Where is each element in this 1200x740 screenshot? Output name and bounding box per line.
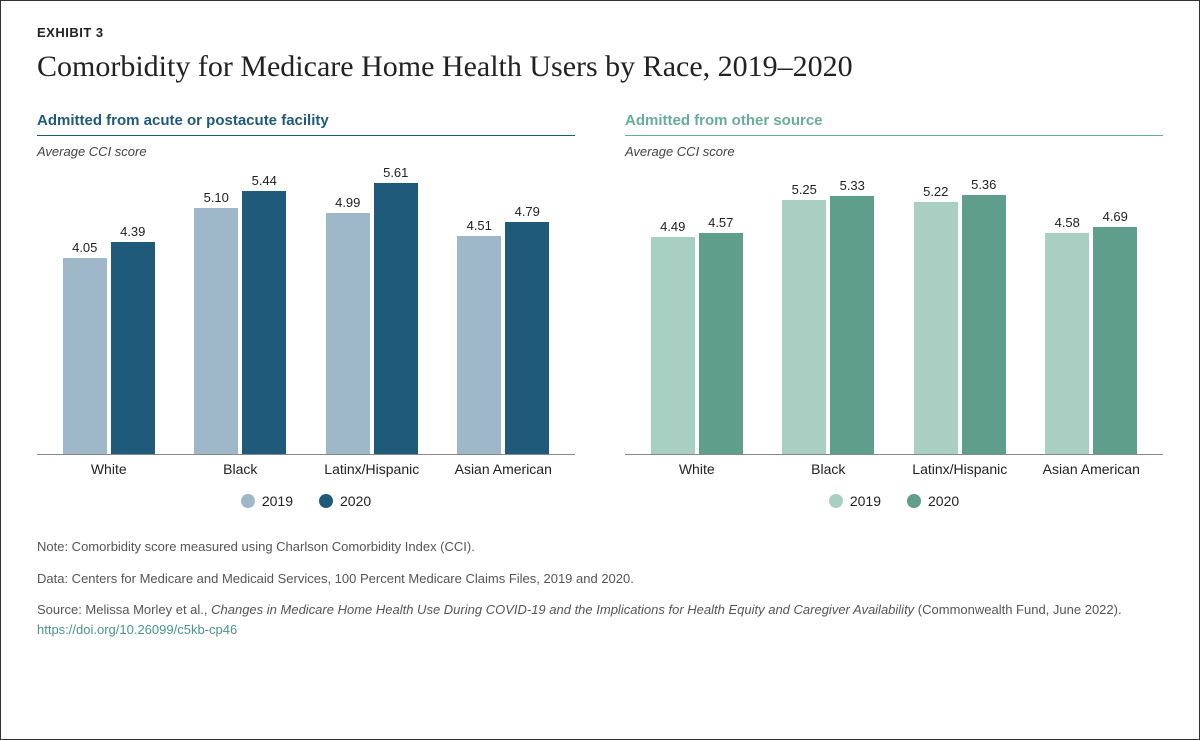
bar-group: 5.105.44 (194, 191, 286, 454)
bar-value-label: 4.39 (120, 224, 145, 239)
source-prefix: Source: Melissa Morley et al., (37, 602, 211, 617)
x-labels-other: WhiteBlackLatinx/HispanicAsian American (625, 455, 1163, 477)
bar-group: 4.494.57 (651, 233, 743, 454)
bar: 4.79 (505, 222, 549, 454)
exhibit-label: EXHIBIT 3 (37, 25, 1163, 40)
bar: 4.39 (111, 242, 155, 454)
charts-row: Admitted from acute or postacute facilit… (37, 112, 1163, 509)
legend-acute: 2019 2020 (37, 493, 575, 509)
panel-acute-title: Admitted from acute or postacute facilit… (37, 112, 575, 136)
data-line: Data: Centers for Medicare and Medicaid … (37, 569, 1163, 589)
bar: 4.49 (651, 237, 695, 454)
panel-acute: Admitted from acute or postacute facilit… (37, 112, 575, 509)
bar: 5.10 (194, 208, 238, 455)
legend-2020-label: 2020 (340, 493, 371, 509)
x-axis-label: Black (763, 461, 895, 477)
plot-area-other: 4.494.575.255.335.225.364.584.69 (625, 165, 1163, 455)
bar-value-label: 4.58 (1055, 215, 1080, 230)
bar: 5.61 (374, 183, 418, 454)
y-axis-label: Average CCI score (37, 144, 575, 159)
legend-2020: 2020 (319, 493, 371, 509)
note-line: Note: Comorbidity score measured using C… (37, 537, 1163, 557)
bar-value-label: 5.44 (252, 173, 277, 188)
source-suffix: (Commonwealth Fund, June 2022). (914, 602, 1121, 617)
bar-group: 4.514.79 (457, 222, 549, 454)
bar-value-label: 5.36 (971, 177, 996, 192)
bar-group: 5.225.36 (914, 195, 1006, 454)
source-line: Source: Melissa Morley et al., Changes i… (37, 600, 1163, 639)
legend-other: 2019 2020 (625, 493, 1163, 509)
bar: 4.05 (63, 258, 107, 454)
bar-group: 4.054.39 (63, 242, 155, 454)
bar: 5.33 (830, 196, 874, 454)
bar-group: 4.995.61 (326, 183, 418, 454)
bar-value-label: 5.22 (923, 184, 948, 199)
swatch-2019-icon (829, 494, 843, 508)
x-axis-label: Black (175, 461, 307, 477)
bar-value-label: 5.33 (840, 178, 865, 193)
x-axis-label: Asian American (438, 461, 570, 477)
y-axis-label: Average CCI score (625, 144, 1163, 159)
bar-value-label: 4.79 (515, 204, 540, 219)
legend-2019-label: 2019 (262, 493, 293, 509)
x-axis-label: Asian American (1026, 461, 1158, 477)
legend-2019: 2019 (829, 493, 881, 509)
bar: 5.22 (914, 202, 958, 454)
bar: 4.58 (1045, 233, 1089, 454)
legend-2020-label: 2020 (928, 493, 959, 509)
legend-2020: 2020 (907, 493, 959, 509)
bar-group: 5.255.33 (782, 196, 874, 454)
bar-group: 4.584.69 (1045, 227, 1137, 454)
bar-value-label: 4.99 (335, 195, 360, 210)
bar: 4.69 (1093, 227, 1137, 454)
doi-link[interactable]: https://doi.org/10.26099/c5kb-cp46 (37, 622, 237, 637)
bar: 5.36 (962, 195, 1006, 454)
source-italic: Changes in Medicare Home Health Use Duri… (211, 602, 914, 617)
bar: 4.99 (326, 213, 370, 454)
bar: 4.57 (699, 233, 743, 454)
x-axis-label: Latinx/Hispanic (306, 461, 438, 477)
bar-value-label: 4.05 (72, 240, 97, 255)
x-labels-acute: WhiteBlackLatinx/HispanicAsian American (37, 455, 575, 477)
bar-value-label: 5.10 (204, 190, 229, 205)
notes-block: Note: Comorbidity score measured using C… (37, 537, 1163, 639)
x-axis-label: White (43, 461, 175, 477)
bar-value-label: 4.69 (1103, 209, 1128, 224)
plot-area-acute: 4.054.395.105.444.995.614.514.79 (37, 165, 575, 455)
bar-value-label: 4.57 (708, 215, 733, 230)
main-title: Comorbidity for Medicare Home Health Use… (37, 50, 1163, 84)
bar-value-label: 5.61 (383, 165, 408, 180)
x-axis-label: White (631, 461, 763, 477)
bar: 5.44 (242, 191, 286, 454)
bar-value-label: 4.51 (467, 218, 492, 233)
bar-value-label: 4.49 (660, 219, 685, 234)
bar: 4.51 (457, 236, 501, 454)
panel-other: Admitted from other source Average CCI s… (625, 112, 1163, 509)
swatch-2020-icon (907, 494, 921, 508)
panel-other-title: Admitted from other source (625, 112, 1163, 136)
swatch-2019-icon (241, 494, 255, 508)
legend-2019: 2019 (241, 493, 293, 509)
bar-value-label: 5.25 (792, 182, 817, 197)
legend-2019-label: 2019 (850, 493, 881, 509)
bar: 5.25 (782, 200, 826, 454)
swatch-2020-icon (319, 494, 333, 508)
x-axis-label: Latinx/Hispanic (894, 461, 1026, 477)
